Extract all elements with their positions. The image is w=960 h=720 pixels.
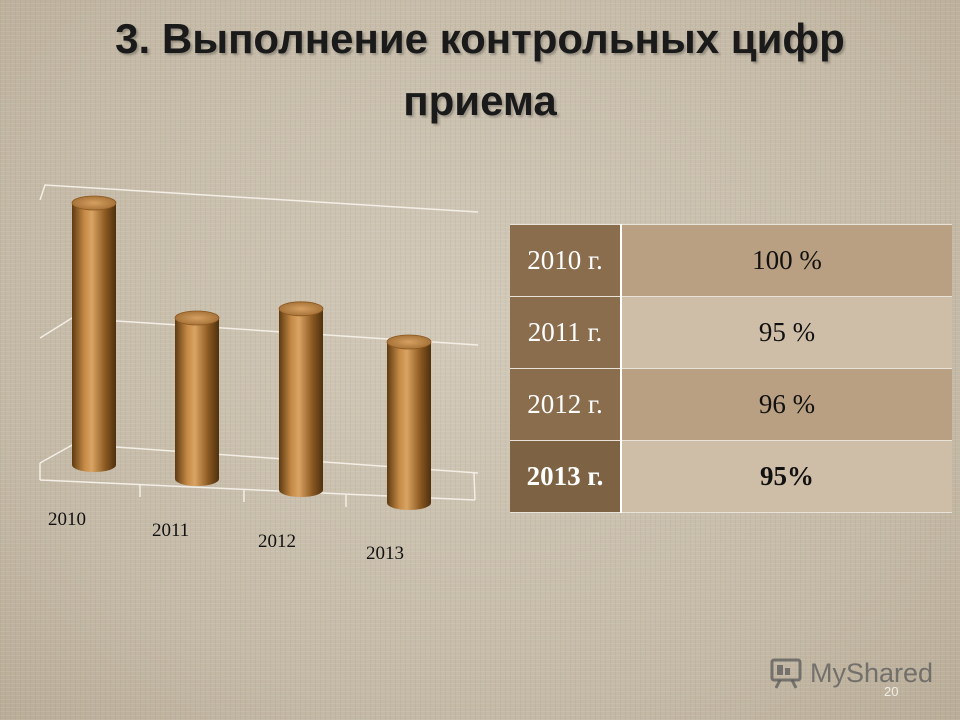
bar-cap <box>174 310 220 326</box>
percent-cell: 95 % <box>621 296 952 369</box>
bar-body <box>279 308 323 497</box>
page-number: 20 <box>884 684 899 699</box>
bar-2012 <box>278 301 324 497</box>
x-tick-label: 2010 <box>48 509 86 530</box>
floor-edge <box>473 472 476 501</box>
percent-cell: 95% <box>621 440 952 513</box>
year-cell: 2011 г. <box>510 296 622 369</box>
chart-x-labels: 2010 2011 2012 2013 <box>48 509 404 564</box>
bar-body <box>175 318 219 486</box>
grid-line <box>39 184 479 213</box>
presentation-icon <box>770 658 802 689</box>
bar-body <box>387 342 431 510</box>
table-row: 2012 г. 96 % <box>510 368 952 441</box>
chart-bars <box>71 195 432 510</box>
percent-cell: 100 % <box>621 224 952 297</box>
table-row: 2010 г. 100 % <box>510 224 952 297</box>
year-cell: 2013 г. <box>510 440 622 513</box>
x-tick-label: 2011 <box>152 520 189 541</box>
results-table: 2010 г. 100 % 2011 г. 95 % 2012 г. 96 % … <box>510 224 952 513</box>
bar-cap <box>386 334 432 350</box>
slide-title: 3. Выполнение контрольных цифр приема <box>115 15 845 124</box>
x-tick-label: 2012 <box>258 531 296 552</box>
bar-body <box>72 203 116 472</box>
watermark: MyShared <box>768 656 933 690</box>
year-cell: 2012 г. <box>510 368 622 441</box>
year-cell: 2010 г. <box>510 224 622 297</box>
bar-cap <box>71 195 117 211</box>
bar-2013 <box>386 334 432 510</box>
table-row: 2013 г. 95% <box>510 440 952 513</box>
table-row: 2011 г. 95 % <box>510 296 952 369</box>
percent-cell: 96 % <box>621 368 952 441</box>
x-tick-label: 2013 <box>366 543 404 564</box>
watermark-text: MyShared <box>810 657 934 688</box>
bar-2010 <box>71 195 117 472</box>
bar-cap <box>278 301 324 317</box>
bar-2011 <box>174 310 220 486</box>
